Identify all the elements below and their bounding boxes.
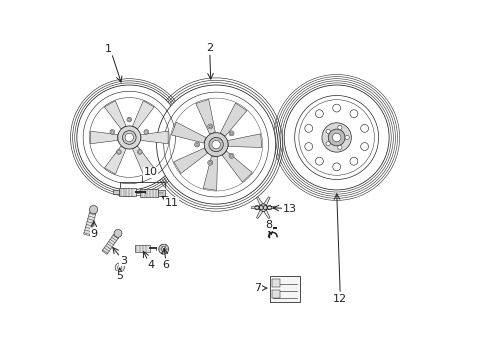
Circle shape [360, 125, 368, 132]
Text: 8: 8 [265, 220, 272, 230]
Text: 2: 2 [206, 43, 213, 53]
Circle shape [259, 204, 266, 211]
Circle shape [194, 142, 199, 147]
Polygon shape [90, 131, 118, 144]
Polygon shape [203, 156, 217, 190]
Polygon shape [104, 146, 126, 174]
Circle shape [122, 131, 136, 144]
Circle shape [228, 153, 234, 158]
Circle shape [159, 244, 168, 254]
Circle shape [143, 130, 148, 134]
Circle shape [204, 132, 227, 157]
Circle shape [111, 130, 114, 134]
Circle shape [77, 85, 182, 190]
Circle shape [325, 141, 329, 146]
Circle shape [325, 129, 329, 134]
Circle shape [116, 149, 121, 154]
Circle shape [138, 150, 141, 153]
Circle shape [144, 130, 147, 134]
Circle shape [118, 126, 141, 149]
Polygon shape [173, 148, 207, 174]
Text: 1: 1 [104, 44, 111, 54]
Circle shape [315, 110, 323, 118]
Circle shape [208, 161, 211, 164]
Polygon shape [263, 197, 269, 206]
Circle shape [315, 157, 323, 165]
Circle shape [207, 160, 212, 165]
Polygon shape [263, 210, 269, 219]
Circle shape [137, 149, 142, 154]
Circle shape [208, 125, 211, 128]
Circle shape [229, 154, 233, 157]
Circle shape [345, 135, 348, 140]
Polygon shape [256, 197, 263, 206]
Text: 12: 12 [332, 294, 346, 304]
Circle shape [349, 110, 357, 118]
Text: 13: 13 [282, 204, 296, 214]
Circle shape [114, 229, 122, 237]
Polygon shape [102, 234, 119, 255]
Polygon shape [134, 245, 149, 252]
Polygon shape [104, 101, 126, 129]
Text: 11: 11 [164, 198, 179, 208]
Circle shape [332, 163, 340, 171]
Polygon shape [171, 122, 205, 143]
Text: 6: 6 [162, 260, 169, 270]
Circle shape [321, 123, 350, 152]
Text: 5: 5 [116, 271, 123, 282]
Circle shape [332, 104, 340, 112]
Circle shape [156, 85, 275, 204]
Circle shape [337, 145, 341, 149]
Text: 4: 4 [147, 260, 154, 270]
Circle shape [125, 133, 133, 142]
Circle shape [115, 263, 124, 272]
Circle shape [89, 206, 98, 214]
Polygon shape [140, 189, 157, 197]
Polygon shape [251, 206, 260, 209]
Circle shape [229, 132, 233, 135]
Circle shape [117, 150, 120, 153]
Circle shape [127, 118, 130, 121]
Circle shape [207, 124, 212, 129]
Bar [272, 290, 279, 298]
Polygon shape [83, 212, 96, 236]
Circle shape [349, 157, 357, 165]
Circle shape [211, 140, 220, 149]
Circle shape [127, 117, 131, 122]
Polygon shape [222, 151, 252, 182]
Circle shape [161, 247, 166, 252]
Circle shape [228, 131, 234, 136]
Circle shape [360, 143, 368, 150]
Polygon shape [132, 146, 154, 174]
Circle shape [304, 143, 312, 150]
Circle shape [110, 130, 115, 134]
Circle shape [332, 133, 340, 142]
Circle shape [208, 138, 223, 152]
Circle shape [195, 143, 198, 146]
Circle shape [118, 265, 122, 270]
Circle shape [304, 125, 312, 132]
Polygon shape [220, 103, 246, 136]
Polygon shape [157, 190, 164, 196]
Polygon shape [256, 210, 263, 219]
Polygon shape [195, 99, 215, 134]
Text: 9: 9 [90, 229, 97, 239]
Polygon shape [227, 134, 261, 148]
Text: 3: 3 [120, 256, 126, 266]
Text: 7: 7 [254, 283, 261, 293]
Polygon shape [266, 206, 275, 209]
Circle shape [284, 85, 388, 190]
Polygon shape [113, 190, 119, 194]
Circle shape [327, 129, 345, 146]
Bar [269, 276, 300, 302]
Text: 10: 10 [143, 167, 157, 177]
Bar [272, 279, 279, 287]
Circle shape [337, 125, 341, 130]
Polygon shape [132, 101, 154, 129]
Polygon shape [141, 131, 168, 144]
Polygon shape [119, 188, 135, 196]
